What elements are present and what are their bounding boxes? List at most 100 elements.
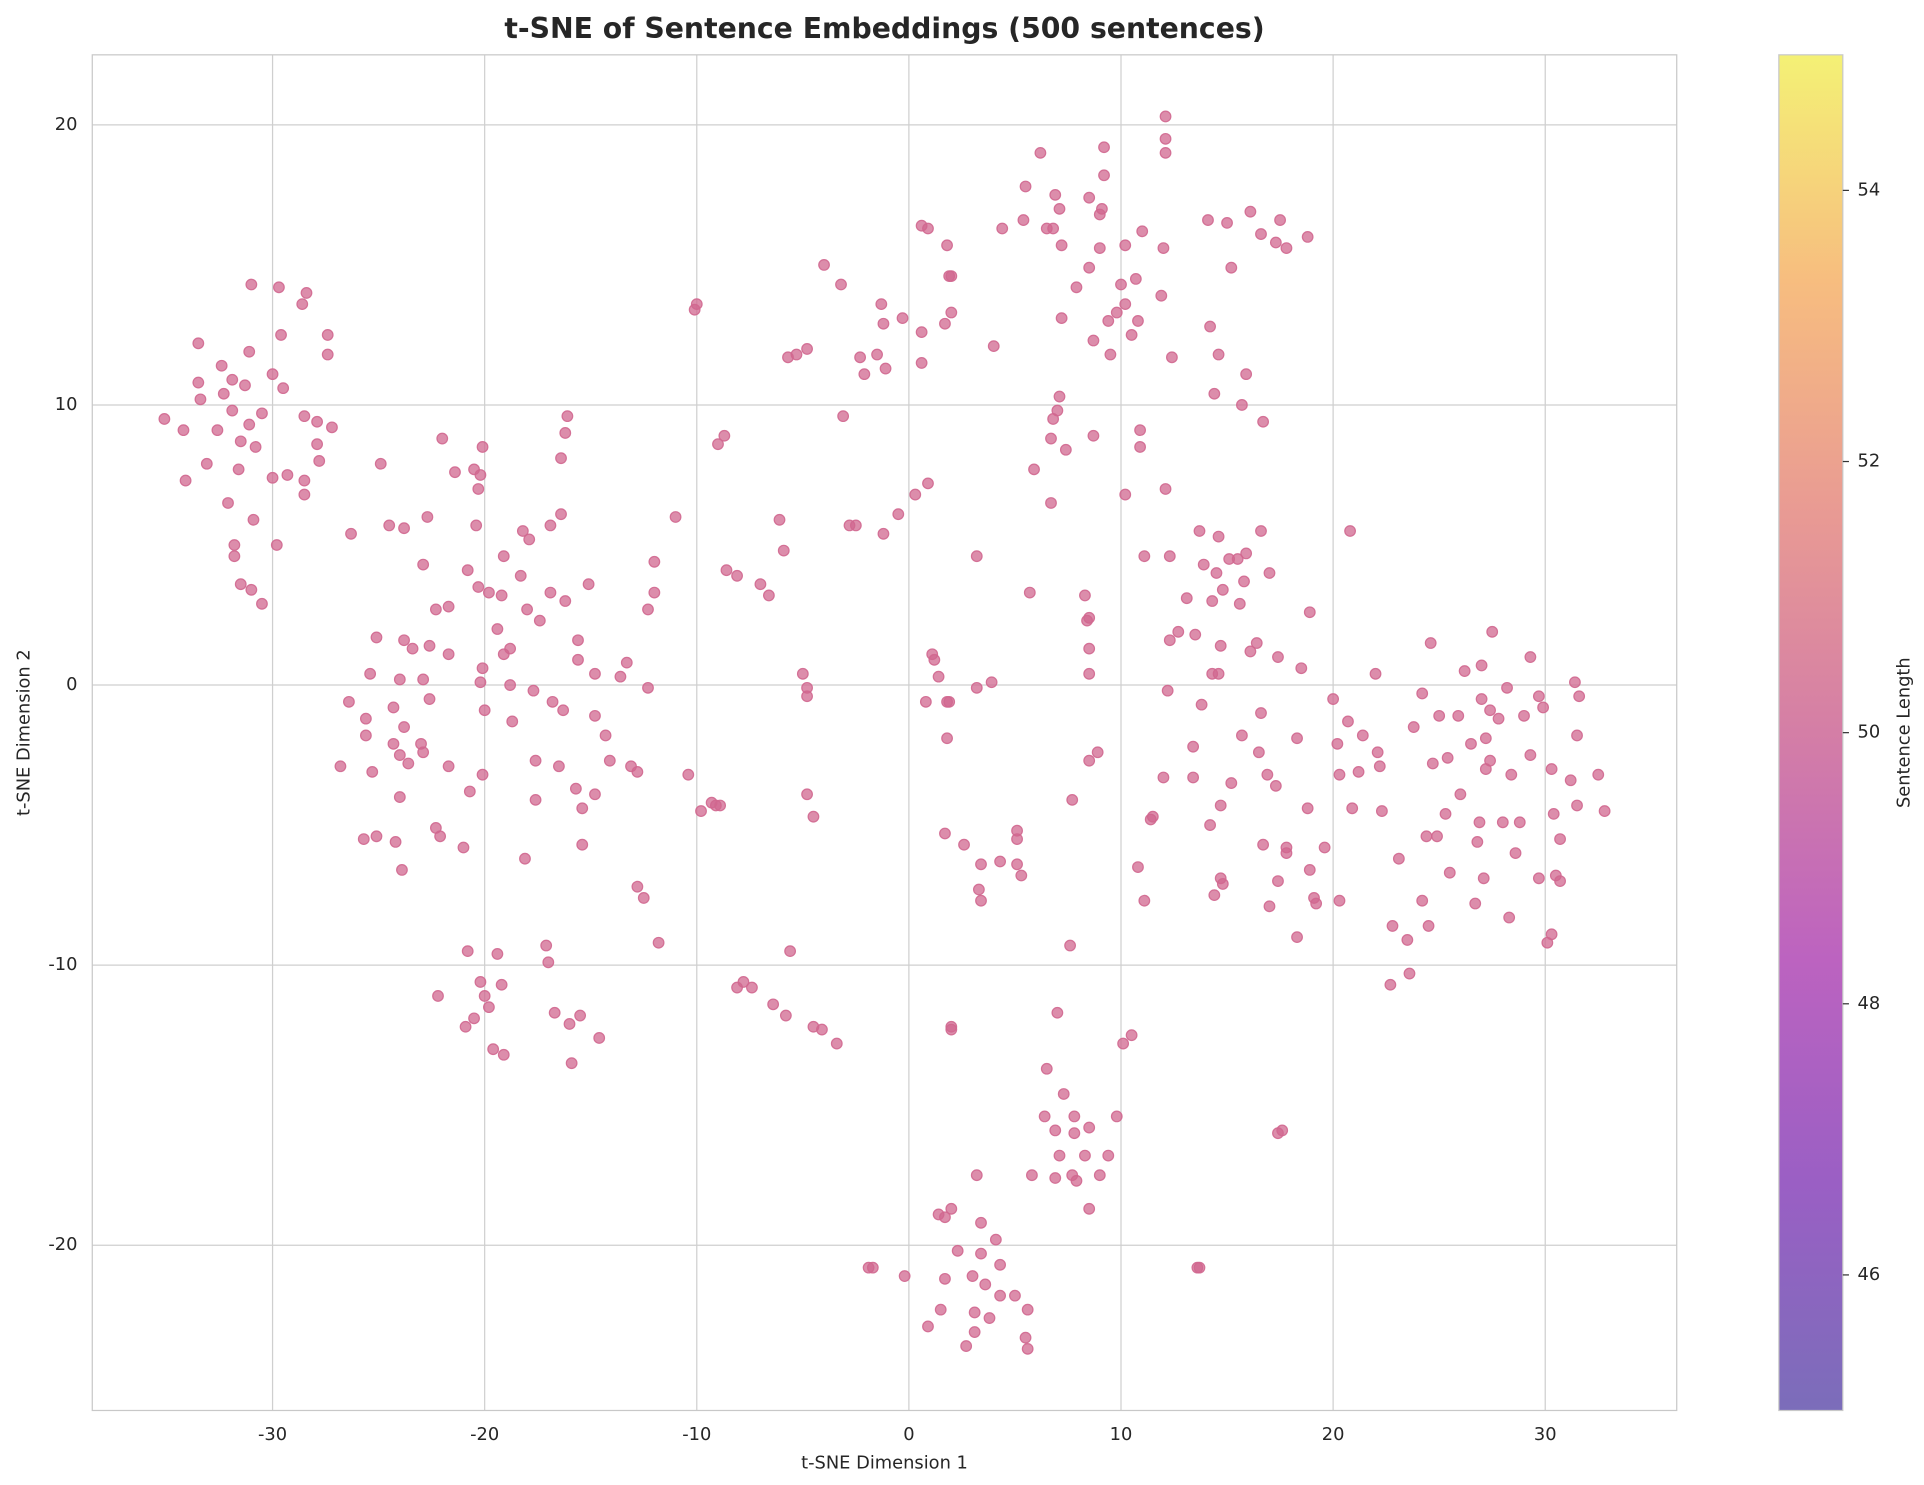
point (1422, 920, 1435, 932)
point (1068, 1110, 1081, 1123)
point (359, 712, 372, 725)
point (972, 883, 985, 896)
chart-title: t-SNE of Sentence Embeddings (500 senten… (504, 12, 1264, 45)
point (1051, 404, 1064, 417)
colorbar-tick-label: 52 (1858, 451, 1881, 472)
point (313, 455, 326, 467)
point (434, 830, 447, 843)
point (970, 681, 983, 694)
point (1569, 676, 1581, 689)
point (1272, 651, 1284, 663)
point (1115, 278, 1127, 291)
point (1066, 793, 1079, 806)
point (321, 329, 334, 341)
point (928, 653, 941, 666)
point (1473, 816, 1486, 829)
point (1291, 931, 1303, 944)
point (1208, 387, 1221, 400)
point (396, 864, 408, 876)
point (939, 827, 951, 840)
point (1026, 1169, 1038, 1182)
point (273, 281, 285, 294)
point (226, 404, 239, 417)
point (642, 681, 654, 694)
point (614, 670, 627, 683)
point (383, 519, 396, 532)
point (1257, 838, 1270, 851)
point (975, 1247, 987, 1260)
point (1369, 667, 1382, 680)
point (1484, 754, 1496, 767)
point (228, 539, 241, 551)
point (652, 936, 665, 949)
point (718, 429, 731, 442)
point (563, 1018, 576, 1030)
point (1204, 320, 1216, 333)
point (1310, 897, 1323, 910)
point (572, 653, 584, 666)
point (1532, 690, 1545, 703)
point (247, 513, 260, 526)
point (1138, 894, 1151, 907)
point (483, 1001, 495, 1014)
points (158, 110, 1611, 1355)
point (555, 452, 567, 465)
point (1206, 595, 1219, 607)
point (215, 359, 228, 372)
point (682, 768, 695, 781)
point (311, 438, 324, 451)
point (514, 569, 527, 582)
point (915, 326, 928, 339)
point (945, 1202, 958, 1215)
point (1083, 754, 1096, 767)
point (1212, 530, 1225, 543)
y-tick-label: -10 (48, 954, 77, 975)
point (226, 373, 239, 386)
point (603, 754, 616, 767)
point (504, 642, 517, 655)
point (858, 368, 871, 381)
point (463, 785, 476, 798)
point (1157, 771, 1170, 784)
point (737, 976, 750, 988)
point (357, 833, 370, 845)
point (234, 435, 247, 448)
point (374, 457, 387, 470)
point (996, 222, 1009, 235)
point (1261, 768, 1274, 781)
point (1146, 810, 1159, 823)
point (1236, 399, 1248, 411)
colorbar-tick-label: 50 (1858, 722, 1881, 743)
point (417, 746, 430, 759)
point (1102, 1149, 1115, 1162)
point (1038, 1110, 1051, 1123)
point (576, 802, 589, 815)
point (491, 948, 504, 960)
point (544, 519, 557, 532)
point (393, 749, 406, 761)
point (1492, 712, 1505, 725)
point (542, 956, 555, 969)
point (1070, 1174, 1083, 1187)
point (1401, 934, 1414, 946)
point (593, 1032, 606, 1044)
point (1263, 567, 1276, 579)
point (1057, 1088, 1070, 1100)
point (1564, 774, 1577, 787)
point (1221, 216, 1233, 229)
point (1197, 558, 1210, 571)
point (529, 754, 542, 767)
point (767, 998, 780, 1011)
point (919, 695, 932, 708)
point (1352, 765, 1365, 778)
point (1327, 693, 1340, 705)
point (1475, 659, 1488, 672)
point (1216, 583, 1229, 596)
point (746, 981, 758, 994)
point (1083, 1121, 1096, 1134)
point (504, 679, 517, 691)
point (1342, 715, 1354, 728)
point (985, 676, 998, 689)
point (1070, 281, 1083, 294)
point (548, 1006, 561, 1019)
